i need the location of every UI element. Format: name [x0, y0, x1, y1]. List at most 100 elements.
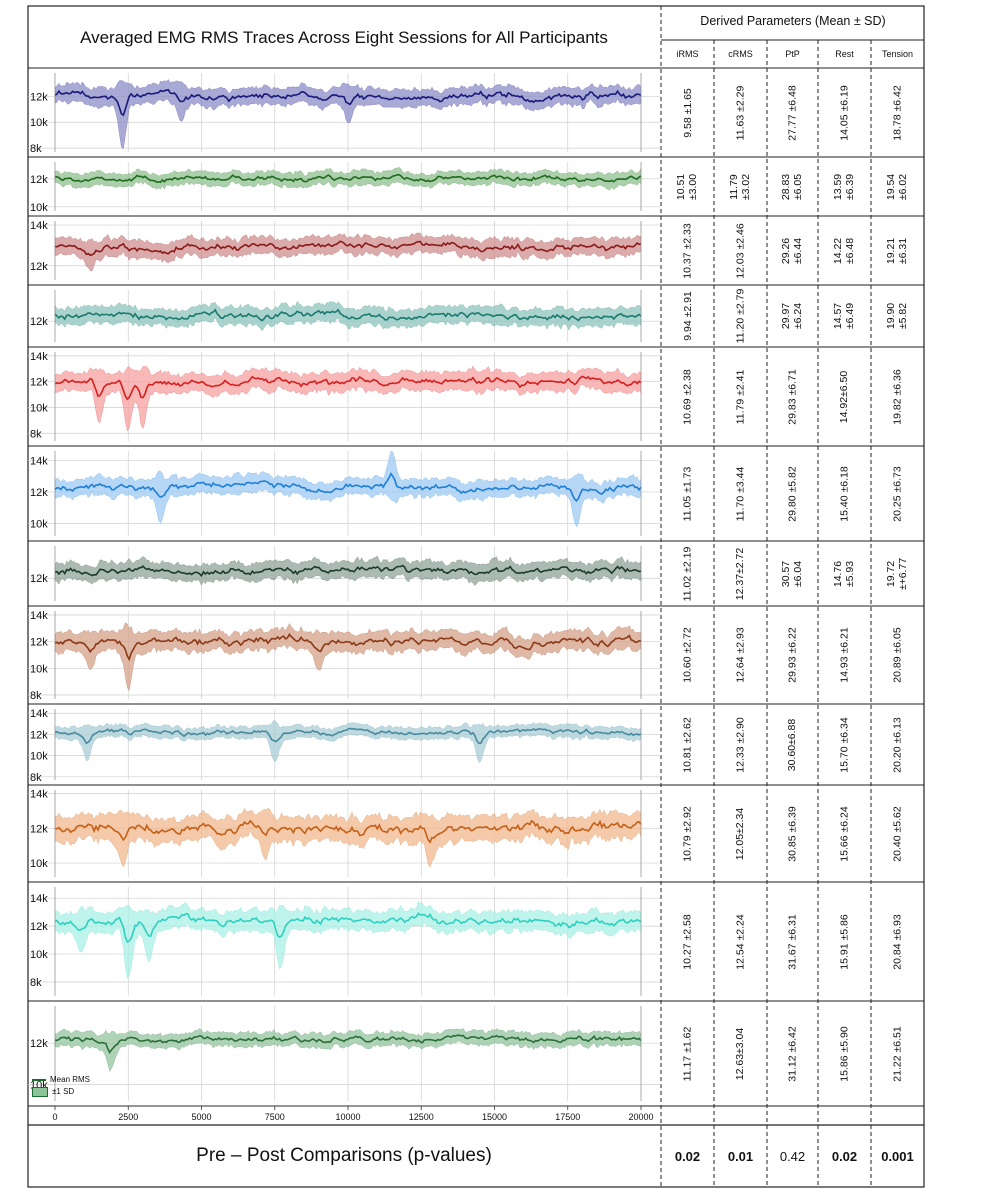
- y-tick-label: 12k: [30, 377, 48, 389]
- p-value-tension: 0.001: [881, 1148, 914, 1164]
- p-value-crms: 0.01: [727, 1148, 754, 1164]
- y-tick-label: 10k: [30, 858, 48, 870]
- y-tick-label: 14k: [30, 351, 48, 363]
- table-cell: 12.33 ±2.90: [714, 704, 767, 785]
- y-tick-label: 8k: [30, 977, 42, 989]
- cell-value: 18.78 ±6.42: [891, 84, 904, 141]
- x-tick-label: 20000: [628, 1112, 653, 1122]
- emg-trace-panels: 8k10k12k10k12k12k14k12k8k10k12k14k10k12k…: [28, 73, 661, 1101]
- cell-value: 27.77 ±6.48: [786, 84, 799, 141]
- table-cell: 11.17 ±1.62: [661, 1001, 714, 1106]
- table-cell: 15.91 ±5.86: [818, 882, 871, 1001]
- table-cell: 15.70 ±6.34: [818, 704, 871, 785]
- column-header-irms: iRMS: [676, 49, 699, 59]
- table-cell: 15.40 ±6.18: [818, 446, 871, 541]
- table-cell: 14.05 ±6.19: [818, 68, 871, 157]
- legend-sd-label: ±1 SD: [52, 1087, 75, 1096]
- table-cell: 29.97 ±6.24: [767, 285, 818, 347]
- cell-value: 12.03 ±2.46: [734, 222, 747, 279]
- legend: Mean RMS ±1 SD: [32, 1074, 90, 1098]
- x-tick-label: 2500: [118, 1112, 138, 1122]
- cell-value: 14.93 ±6.21: [838, 627, 851, 683]
- legend-item-mean: Mean RMS: [32, 1074, 90, 1086]
- table-header: Derived Parameters (Mean ± SD): [700, 14, 886, 28]
- cell-value: 30.60±6.88: [786, 718, 799, 771]
- mean-rms-line-11: [54, 912, 642, 944]
- legend-mean-label: Mean RMS: [50, 1075, 91, 1084]
- table-cell: 11.70 ±3.44: [714, 446, 767, 541]
- cell-value: 30.57 ±6.04: [780, 560, 805, 587]
- table-cell: 10.81 ±2.62: [661, 704, 714, 785]
- table-grid: [27, 5, 925, 1188]
- table-cell: 12.37±2.72: [714, 541, 767, 606]
- table-cell: 29.80 ±5.82: [767, 446, 818, 541]
- mean-rms-line-7: [54, 564, 642, 578]
- table-cell: 19.21 ±6.31: [871, 216, 924, 285]
- y-tick-label: 14k: [30, 893, 48, 905]
- sd-band-swatch: [32, 1087, 48, 1097]
- table-cell: 11.05 ±1.73: [661, 446, 714, 541]
- y-tick-label: 8k: [30, 690, 42, 702]
- table-cell: 12.05±2.34: [714, 785, 767, 882]
- table-cell: 19.90 ±5.82: [871, 285, 924, 347]
- table-cell: 19.72 ±+6.77: [871, 541, 924, 606]
- table-cell: 11.79 ±2.41: [714, 347, 767, 446]
- cell-value: 29.80 ±5.82: [786, 465, 799, 522]
- y-tick-label: 12k: [30, 174, 48, 186]
- cell-value: 11.20 ±2.79: [734, 288, 747, 344]
- cell-value: 15.91 ±5.86: [838, 913, 851, 970]
- cell-value: 20.84 ±6.93: [891, 913, 904, 970]
- x-tick-label: 15000: [482, 1112, 507, 1122]
- y-tick-label: 10k: [30, 663, 48, 675]
- cell-value: 19.54 ±6.02: [885, 173, 910, 200]
- trace-panel-10: 10k 12k 14k: [28, 788, 661, 877]
- cell-value: 15.66 ±6.24: [838, 805, 851, 862]
- y-tick-label: 12k: [30, 729, 48, 741]
- mean-rms-line-9: [54, 727, 642, 745]
- y-tick-label: 12k: [30, 487, 48, 499]
- mean-rms-line-6: [54, 472, 642, 503]
- table-cell: 29.26 ±6.44: [767, 216, 818, 285]
- table-cell: 15.86 ±5.90: [818, 1001, 871, 1106]
- x-tick-label: 7500: [265, 1112, 285, 1122]
- cell-value: 29.97 ±6.24: [780, 302, 805, 330]
- table-cell: 10.37 ±2.33: [661, 216, 714, 285]
- trace-panel-6: 10k 12k 14k: [28, 450, 661, 536]
- table-cell: 18.78 ±6.42: [871, 68, 924, 157]
- y-tick-label: 12k: [30, 1038, 48, 1050]
- cell-value: 29.93 ±6.22: [786, 627, 799, 683]
- y-tick-label: 14k: [30, 220, 48, 232]
- cell-value: 11.70 ±3.44: [734, 466, 747, 521]
- table-cell: 21.22 ±6.51: [871, 1001, 924, 1106]
- y-tick-label: 12k: [30, 91, 48, 103]
- table-cell: 9.94 ±2.91: [661, 285, 714, 347]
- y-tick-label: 8k: [30, 428, 42, 440]
- table-cell: 30.57 ±6.04: [767, 541, 818, 606]
- table-cell: 12.64 ±2.93: [714, 606, 767, 704]
- table-cell: 14.57 ±6.49: [818, 285, 871, 347]
- table-cell: 30.85 ±6.39: [767, 785, 818, 882]
- p-value-rest: 0.02: [831, 1148, 858, 1164]
- trace-panel-1: 8k 10k 12k: [28, 73, 661, 155]
- cell-value: 12.37±2.72: [734, 547, 747, 600]
- cell-value: 19.72 ±+6.77: [885, 557, 910, 590]
- x-axis: 0 2500 5000 7500 10000 12500 15000 17500 20000: [52, 1105, 654, 1122]
- cell-value: 12.63±3.04: [734, 1027, 747, 1080]
- table-cell: 12.63±3.04: [714, 1001, 767, 1106]
- y-tick-label: 12k: [30, 637, 48, 649]
- table-cell: 14.76 ±5.93: [818, 541, 871, 606]
- cell-value: 11.05 ±1.73: [681, 466, 694, 521]
- x-tick-label: 10000: [335, 1112, 360, 1122]
- mean-line-swatch: [32, 1079, 46, 1081]
- p-value-ptp: 0.42: [779, 1148, 806, 1164]
- y-tick-label: 12k: [30, 921, 48, 933]
- table-cell: 20.40 ±5.62: [871, 785, 924, 882]
- table-cell: 10.60 ±2.72: [661, 606, 714, 704]
- outer-border: [27, 5, 925, 1188]
- table-cell: 29.93 ±6.22: [767, 606, 818, 704]
- cell-value: 14.92±6.50: [838, 370, 851, 423]
- p-value-irms: 0.02: [674, 1148, 701, 1164]
- x-tick-label: 12500: [409, 1112, 434, 1122]
- cell-value: 20.25 ±6.73: [891, 465, 904, 522]
- y-tick-label: 12k: [30, 316, 48, 328]
